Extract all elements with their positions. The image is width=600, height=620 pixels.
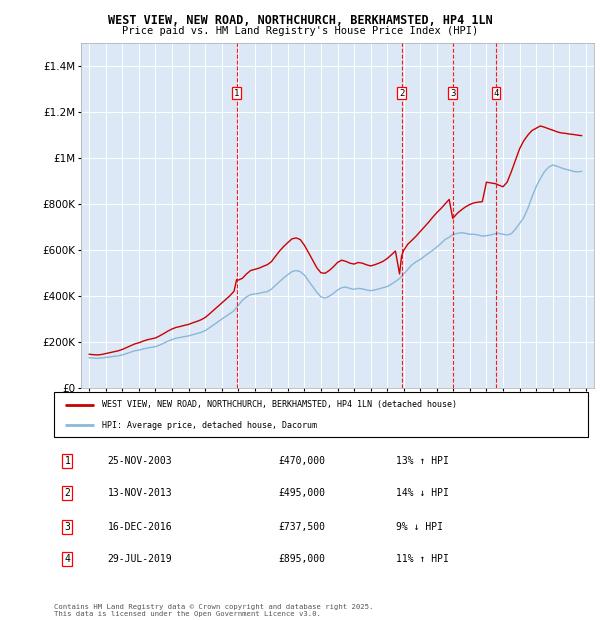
Text: 4: 4	[493, 89, 499, 98]
Text: 13% ↑ HPI: 13% ↑ HPI	[396, 456, 449, 466]
Text: Contains HM Land Registry data © Crown copyright and database right 2025.
This d: Contains HM Land Registry data © Crown c…	[54, 604, 373, 617]
Text: 1: 1	[234, 89, 239, 98]
Text: 29-JUL-2019: 29-JUL-2019	[107, 554, 172, 564]
Text: 25-NOV-2003: 25-NOV-2003	[107, 456, 172, 466]
Text: Price paid vs. HM Land Registry's House Price Index (HPI): Price paid vs. HM Land Registry's House …	[122, 26, 478, 36]
Text: £495,000: £495,000	[278, 488, 325, 498]
Text: 2: 2	[399, 89, 404, 98]
Text: 4: 4	[64, 554, 70, 564]
Text: WEST VIEW, NEW ROAD, NORTHCHURCH, BERKHAMSTED, HP4 1LN (detached house): WEST VIEW, NEW ROAD, NORTHCHURCH, BERKHA…	[102, 400, 457, 409]
Text: 14% ↓ HPI: 14% ↓ HPI	[396, 488, 449, 498]
Text: £737,500: £737,500	[278, 521, 325, 532]
Text: 13-NOV-2013: 13-NOV-2013	[107, 488, 172, 498]
Text: £895,000: £895,000	[278, 554, 325, 564]
Text: £470,000: £470,000	[278, 456, 325, 466]
Text: 9% ↓ HPI: 9% ↓ HPI	[396, 521, 443, 532]
Text: 11% ↑ HPI: 11% ↑ HPI	[396, 554, 449, 564]
Text: 1: 1	[64, 456, 70, 466]
Text: 3: 3	[64, 521, 70, 532]
Text: HPI: Average price, detached house, Dacorum: HPI: Average price, detached house, Daco…	[102, 420, 317, 430]
Text: 2: 2	[64, 488, 70, 498]
Text: 3: 3	[450, 89, 455, 98]
Text: WEST VIEW, NEW ROAD, NORTHCHURCH, BERKHAMSTED, HP4 1LN: WEST VIEW, NEW ROAD, NORTHCHURCH, BERKHA…	[107, 14, 493, 27]
Text: 16-DEC-2016: 16-DEC-2016	[107, 521, 172, 532]
